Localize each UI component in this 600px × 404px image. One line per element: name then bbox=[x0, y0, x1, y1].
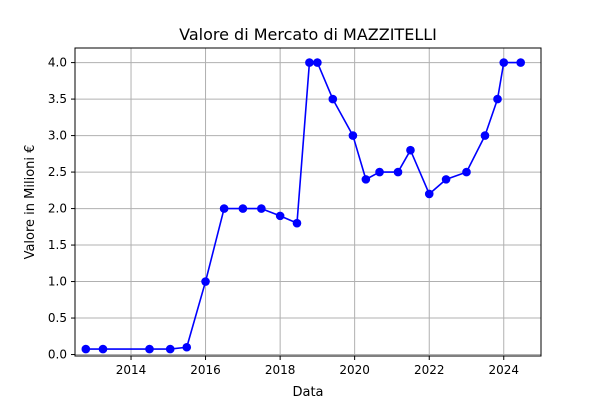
data-point bbox=[305, 58, 314, 67]
data-point bbox=[98, 344, 108, 354]
data-point bbox=[201, 277, 210, 286]
data-point bbox=[292, 218, 302, 228]
data-point bbox=[393, 167, 403, 177]
data-point bbox=[257, 204, 266, 213]
data-point bbox=[375, 167, 384, 177]
plot-frame bbox=[74, 47, 542, 357]
y-tick-label: 0.0 bbox=[48, 348, 67, 362]
x-tick-label: 2014 bbox=[116, 363, 147, 377]
x-tick-label: 2024 bbox=[488, 363, 519, 377]
data-point bbox=[219, 204, 229, 213]
data-point bbox=[313, 58, 322, 67]
y-tick-label: 2.0 bbox=[48, 202, 67, 216]
data-point bbox=[462, 167, 471, 177]
data-point bbox=[441, 175, 451, 184]
y-tick-label: 1.0 bbox=[48, 275, 67, 289]
data-point bbox=[81, 344, 91, 354]
data-point bbox=[516, 58, 525, 67]
data-point bbox=[328, 94, 338, 104]
series-layer bbox=[81, 58, 525, 354]
y-tick-label: 3.5 bbox=[48, 92, 67, 106]
data-point bbox=[238, 204, 248, 213]
data-point bbox=[493, 94, 502, 104]
y-tick-label: 0.5 bbox=[48, 311, 67, 325]
data-point bbox=[182, 342, 192, 352]
y-tick-label: 4.0 bbox=[48, 56, 67, 70]
x-axis-label: Data bbox=[292, 385, 323, 400]
chart-title: Valore di Mercato di MAZZITELLI bbox=[179, 25, 437, 44]
x-tick-label: 2016 bbox=[190, 363, 221, 377]
x-tick-label: 2022 bbox=[414, 363, 445, 377]
data-point bbox=[145, 344, 154, 354]
x-tick-label: 2018 bbox=[265, 363, 296, 377]
grid-layer bbox=[75, 48, 541, 356]
data-point bbox=[480, 131, 490, 140]
y-axis-label: Valore in Milioni € bbox=[23, 145, 38, 260]
y-tick-label: 3.0 bbox=[48, 129, 67, 143]
data-point bbox=[406, 145, 415, 155]
data-point bbox=[361, 175, 371, 184]
y-tick-label: 2.5 bbox=[48, 165, 67, 179]
x-tick-label: 2020 bbox=[339, 363, 370, 377]
tick-layer: 2014 2016 2018 2020 2022 2024 0.0 0.5 1.0 1.5 2.0 2… bbox=[48, 56, 519, 377]
data-point bbox=[275, 211, 285, 221]
y-tick-label: 1.5 bbox=[48, 238, 67, 252]
data-point bbox=[499, 58, 509, 67]
data-point bbox=[424, 189, 434, 199]
data-point bbox=[165, 344, 175, 354]
data-point bbox=[348, 131, 358, 140]
